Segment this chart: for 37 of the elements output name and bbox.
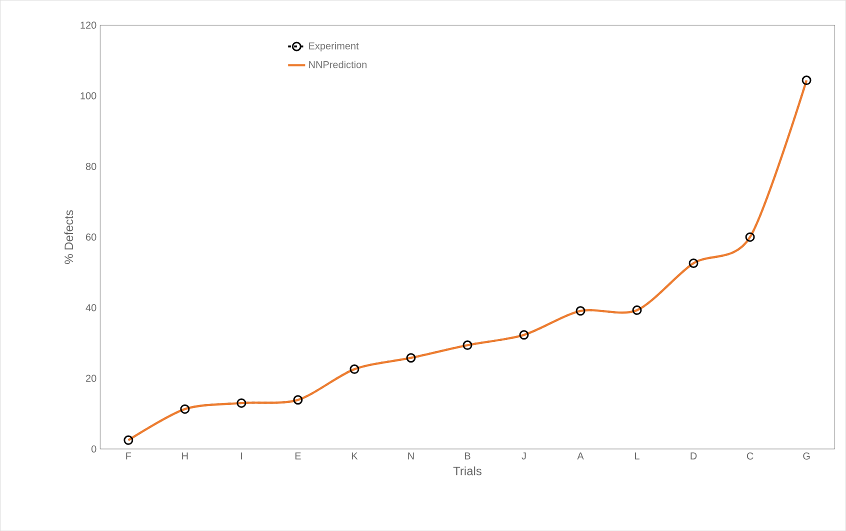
point (519, 330, 529, 340)
y-tick-label: 0 (91, 445, 96, 452)
point (688, 258, 698, 268)
x-tick-label: L (635, 452, 640, 460)
y-tick-label: 80 (86, 162, 96, 170)
point (745, 232, 755, 242)
y-tick-label: 100 (80, 92, 96, 100)
y-tick-label: 40 (86, 304, 96, 312)
x-axis-title: Trials (453, 466, 482, 476)
point (350, 364, 360, 374)
y-tick-label: 60 (86, 233, 96, 241)
x-tick-label: G (803, 452, 810, 460)
x-tick-label: N (408, 452, 414, 460)
x-tick-label: A (577, 452, 584, 460)
point (293, 395, 303, 405)
point (576, 306, 586, 316)
point (236, 398, 246, 408)
x-tick-label: D (690, 452, 697, 460)
x-tick-label: H (182, 452, 188, 460)
legend-label: Experiment (309, 42, 359, 52)
y-axis-title: % Defects (64, 210, 74, 264)
point (180, 404, 190, 414)
point (632, 305, 642, 315)
x-tick-label: K (352, 452, 358, 460)
x-tick-label: J (522, 452, 526, 460)
point (462, 340, 472, 350)
y-tick-label: 20 (86, 374, 96, 382)
x-tick-label: F (126, 452, 132, 460)
point (406, 353, 416, 363)
point (802, 75, 812, 85)
x-tick-label: C (746, 452, 754, 460)
y-tick-label: 120 (80, 22, 96, 29)
x-tick-label: I (240, 452, 242, 460)
x-tick-label: B (464, 452, 470, 460)
point (124, 435, 134, 445)
legend-label: NNPrediction (309, 60, 366, 68)
x-tick-label: E (295, 452, 301, 460)
